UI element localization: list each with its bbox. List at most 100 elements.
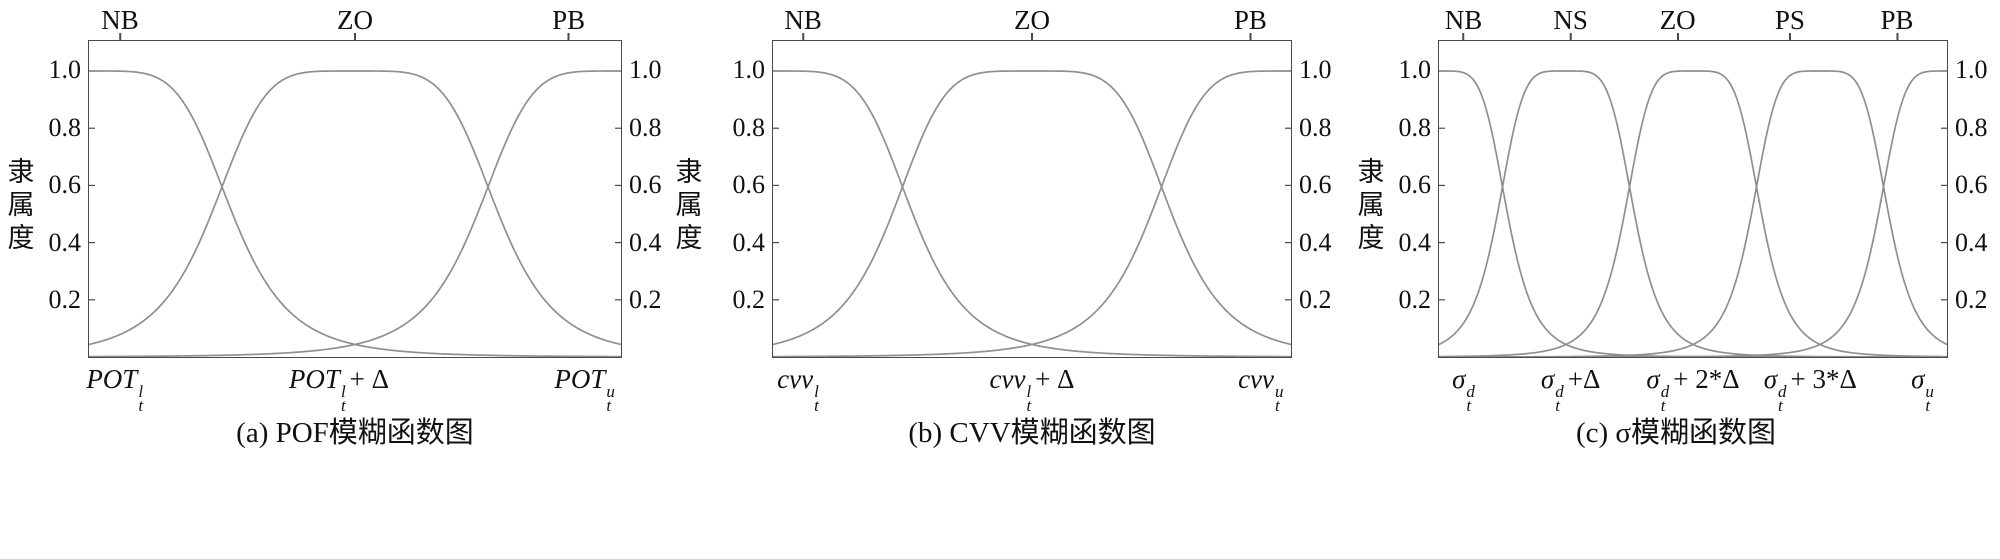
term-ns: NS — [1553, 7, 1588, 40]
term-label: ZO — [1659, 5, 1696, 35]
y-tick-label: 0.8 — [1299, 112, 1332, 142]
x-label-superscript: u — [1275, 382, 1284, 401]
x-axis-label: POT l t + Δ — [289, 364, 390, 415]
y-tick-label: 1.0 — [1299, 55, 1332, 85]
term-tick-mark — [1788, 33, 1791, 40]
x-axis-label: σ d t +Δ — [1541, 364, 1601, 414]
x-label-subscript: t — [606, 396, 612, 415]
membership-curve-PB — [89, 70, 621, 357]
term-nb: NB — [101, 7, 139, 40]
y-tick-label: 0.2 — [1955, 285, 1988, 315]
term-tick-mark — [567, 33, 570, 40]
term-nb: NB — [784, 7, 822, 40]
term-tick-mark — [1896, 33, 1898, 40]
y-tick-label: 0.8 — [629, 112, 662, 142]
term-pb: PB — [1234, 7, 1267, 40]
x-axis-labels-sigma: σ d t σ d t +Δ σ d t + 2*Δ σ d t + 3*Δ σ u t — [1438, 358, 1948, 414]
x-label-base: cvv — [1238, 364, 1275, 394]
y-tick-label: 0.8 — [48, 112, 82, 142]
x-axis-label: σ d t + 3*Δ — [1763, 364, 1857, 414]
x-label-subscript: t — [1925, 396, 1931, 415]
y-tick-label: 0.6 — [1398, 170, 1432, 200]
y-axis-title-text: 隶属度 — [1358, 156, 1385, 255]
y-axis-title-char: 隶 — [1357, 157, 1385, 187]
term-label: NS — [1553, 5, 1588, 35]
x-label-subscript: t — [340, 396, 346, 415]
y-ticks-left: 1.0 0.8 0.6 0.4 0.2 — [38, 40, 88, 358]
membership-curve-NB — [89, 70, 621, 357]
y-ticks-left: 1.0 0.8 0.6 0.4 0.2 — [722, 40, 772, 358]
y-axis-title-char: 属 — [675, 190, 703, 220]
x-label-suffix: +Δ — [1567, 364, 1601, 394]
membership-curve-ZO — [89, 70, 621, 346]
x-label-subscript: t — [138, 396, 144, 415]
x-label-base: σ — [1646, 364, 1660, 394]
x-label-superscript: d — [1778, 382, 1787, 401]
y-tick-label: 0.6 — [48, 170, 82, 200]
caption-sigma: (c) σ模糊函数图 — [1575, 417, 1777, 449]
x-label-superscript: l — [138, 382, 144, 401]
term-tick-mark — [119, 33, 122, 40]
x-label-subscript: t — [1275, 396, 1280, 415]
term-tick-mark — [1569, 33, 1572, 40]
x-label-subscript: t — [814, 396, 819, 415]
y-tick-label: 0.8 — [1398, 112, 1432, 142]
x-label-base: cvv — [989, 364, 1026, 394]
term-label: PB — [1233, 5, 1267, 35]
y-tick-label: 1.0 — [1398, 55, 1432, 85]
panel-pof-body: 隶属度 1.0 0.8 0.6 0.4 0.2 NB ZO PB POT l t POT l t + Δ… — [4, 6, 706, 415]
y-ticks-left: 1.0 0.8 0.6 0.4 0.2 — [1388, 40, 1438, 358]
y-tick-label: 0.4 — [48, 227, 82, 257]
y-tick-label: 0.2 — [48, 285, 82, 315]
x-axis-labels-pof: POT l t POT l t + Δ POT u t — [86, 358, 622, 414]
term-nb: NB — [1444, 5, 1483, 40]
y-tick-label: 0.4 — [732, 227, 766, 257]
membership-curve-PB — [773, 70, 1291, 357]
y-tick-label: 0.2 — [629, 285, 662, 315]
x-label-base: σ — [1911, 364, 1925, 394]
x-label-superscript: u — [606, 382, 615, 401]
y-tick-label: 0.2 — [1398, 285, 1432, 315]
y-tick-label: 0.6 — [1955, 170, 1988, 200]
membership-curve-NB — [1439, 70, 1947, 357]
term-tick-mark — [1462, 33, 1465, 40]
y-tick-label: 0.4 — [1955, 227, 1988, 257]
x-label-suffix: + Δ — [349, 364, 390, 394]
x-label-base: POT — [554, 364, 606, 394]
y-tick-label: 1.0 — [629, 55, 662, 85]
y-tick-label: 0.2 — [1299, 285, 1332, 315]
term-label: NB — [1444, 5, 1483, 35]
y-axis-title-char: 度 — [1357, 223, 1385, 253]
term-axis-cvv: NB ZO PB — [772, 6, 1292, 40]
term-tick-mark — [1676, 33, 1679, 40]
term-label: ZO — [1014, 5, 1050, 35]
y-axis-title-char: 隶 — [675, 157, 703, 187]
y-tick-label: 0.6 — [629, 170, 662, 200]
x-label-suffix: + 3*Δ — [1790, 364, 1857, 394]
panel-sigma: 隶属度 1.0 0.8 0.6 0.4 0.2 NB NS ZO PS PB σ d t σ d t +Δ σ… — [1354, 6, 1998, 450]
plot-area-cvv — [772, 40, 1292, 358]
term-label: NB — [784, 5, 822, 35]
plot-area-pof — [88, 40, 622, 358]
x-axis-label: POT u t — [554, 364, 615, 415]
term-pb: PB — [1880, 7, 1914, 40]
y-tick-label: 1.0 — [1955, 55, 1988, 85]
x-label-superscript: d — [1466, 382, 1475, 401]
x-label-base: σ — [1763, 364, 1778, 394]
y-tick-label: 0.4 — [1299, 227, 1332, 257]
x-label-suffix: + 2*Δ — [1673, 364, 1740, 394]
y-tick-label: 1.0 — [48, 55, 82, 85]
term-zo: ZO — [1660, 7, 1696, 40]
x-label-base: POT — [86, 364, 138, 394]
x-axis-label: cvv l t + Δ — [989, 364, 1074, 414]
term-pb: PB — [552, 7, 585, 40]
